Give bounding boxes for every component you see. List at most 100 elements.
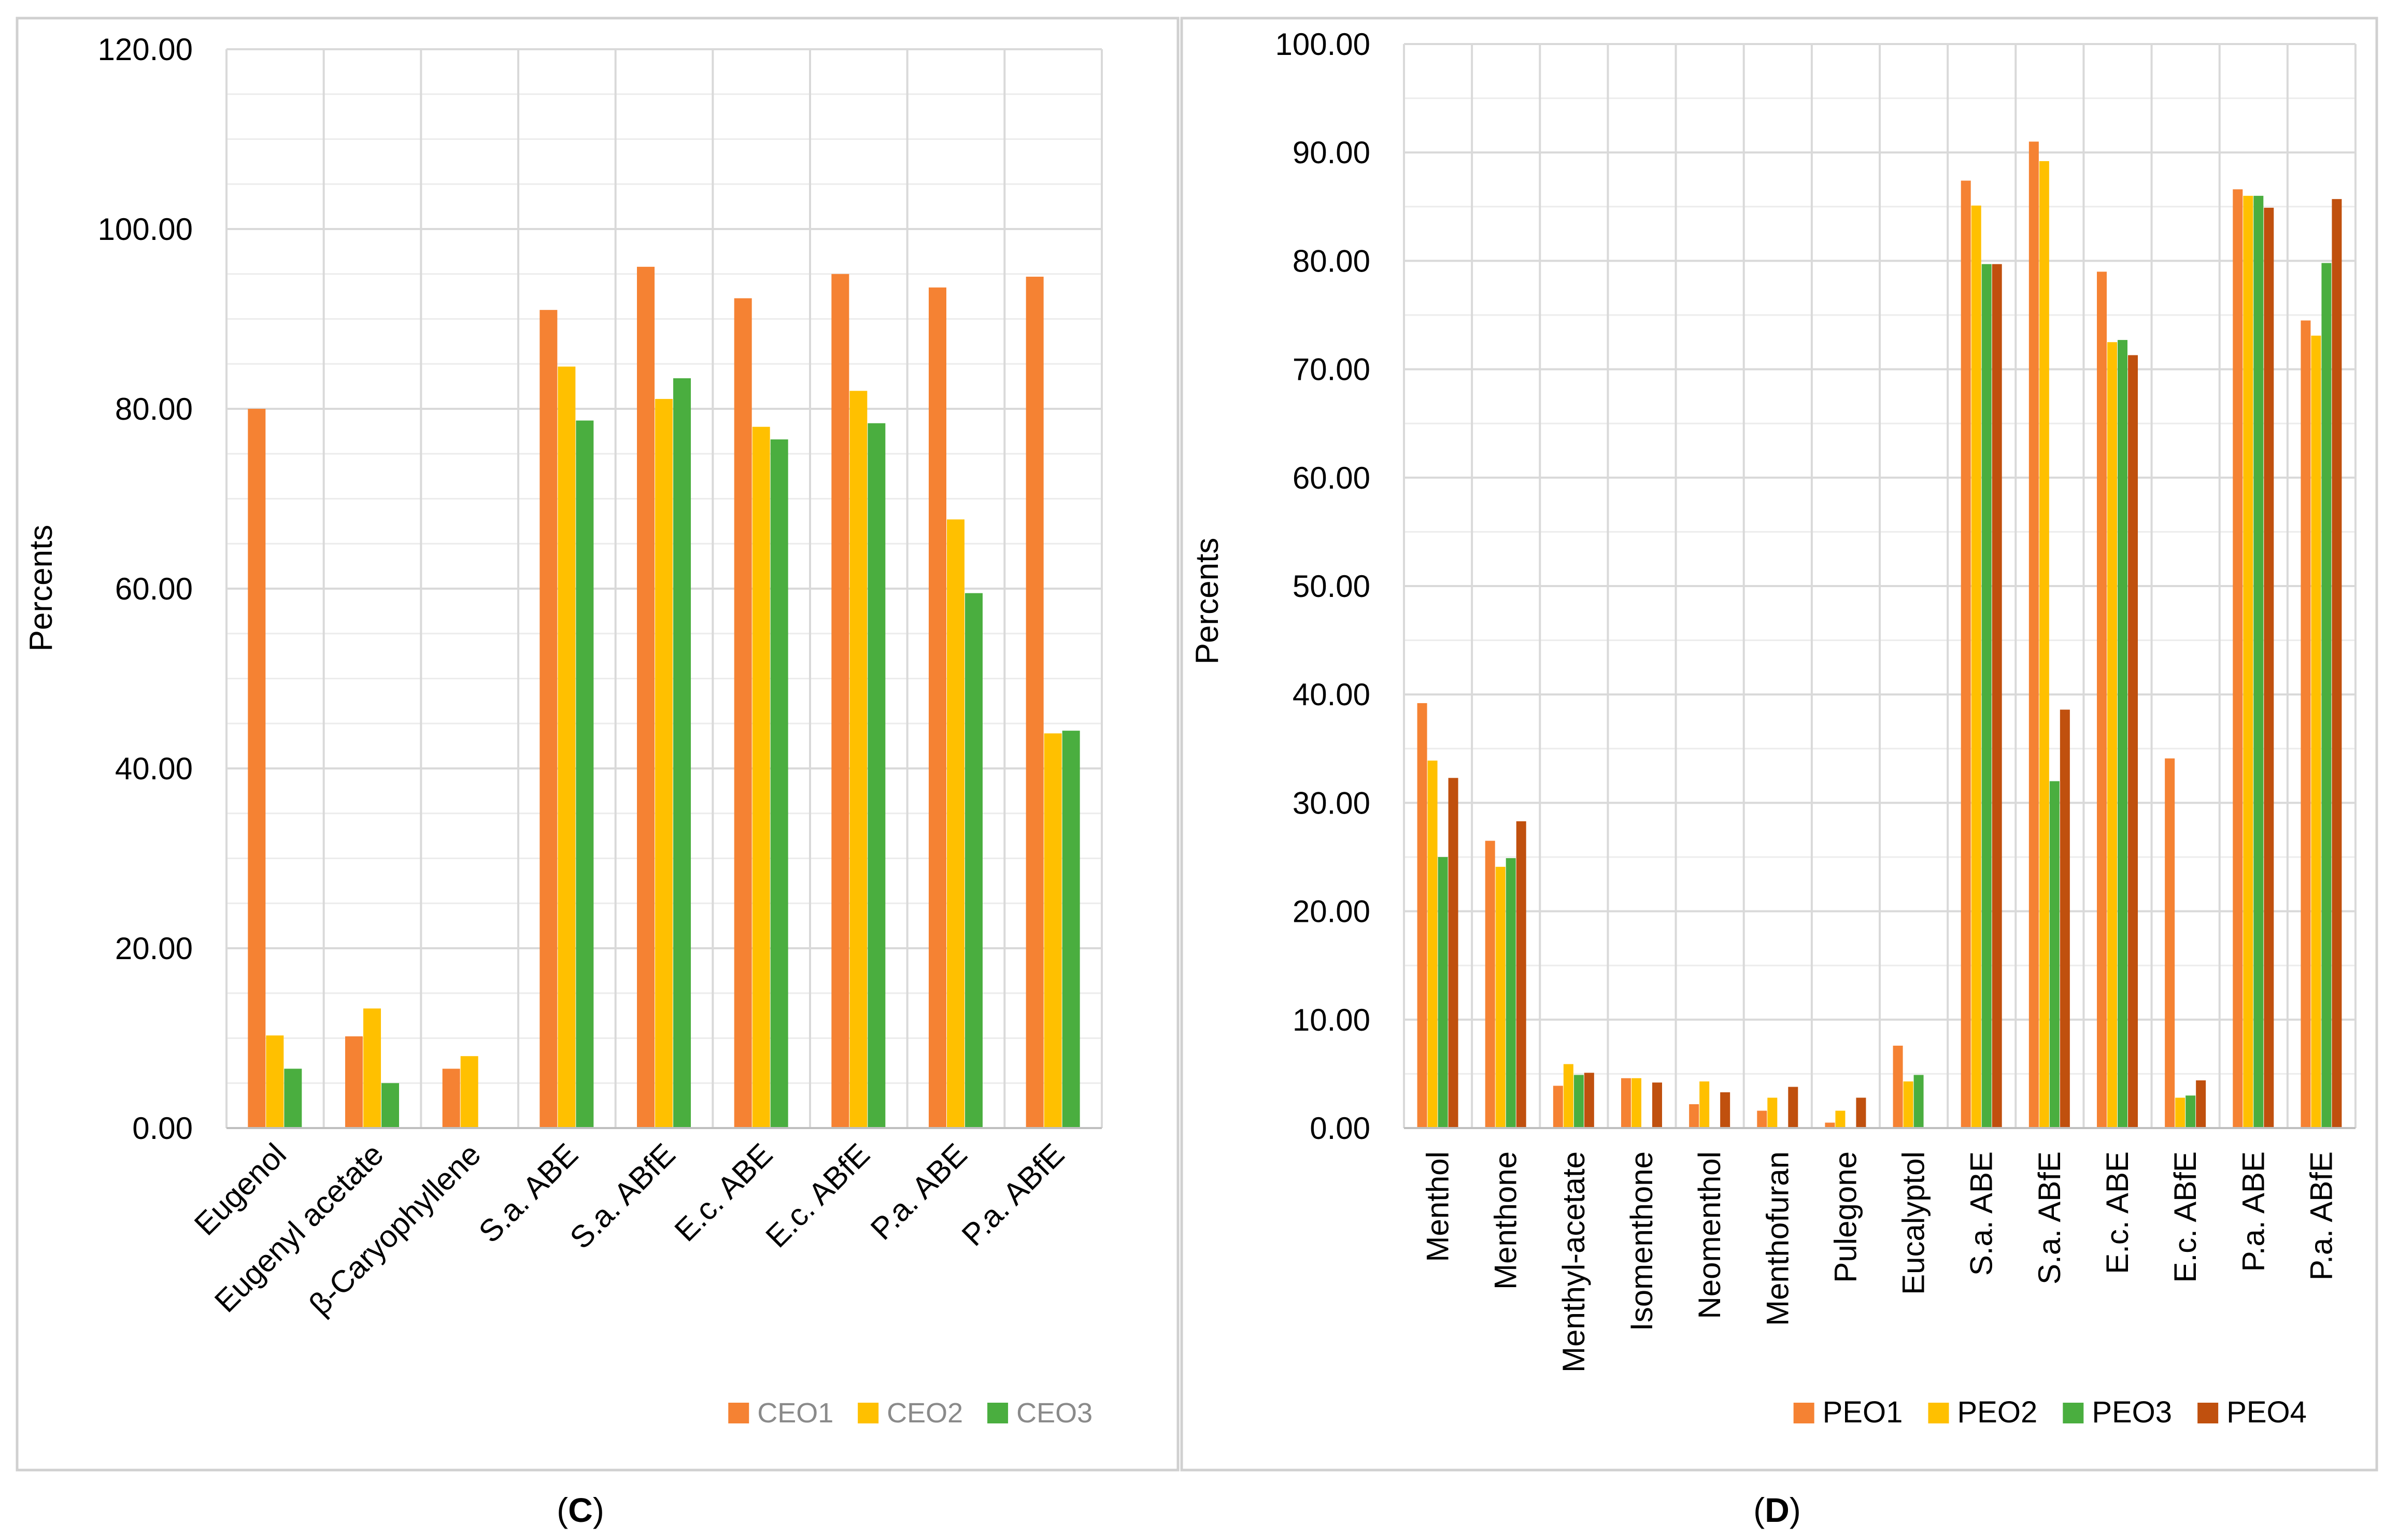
bar-peo1 [1417, 703, 1427, 1128]
bar-ceo2 [947, 519, 964, 1128]
bar-peo2 [2107, 342, 2117, 1128]
x-tick-label: Neomenthol [1692, 1151, 1727, 1319]
bar-peo1 [2097, 272, 2107, 1128]
legend-label: PEO1 [1823, 1395, 1903, 1429]
bar-peo2 [1563, 1064, 1573, 1128]
legend-label: PEO3 [2092, 1395, 2172, 1429]
bar-peo3 [2049, 781, 2060, 1128]
x-tick-label: Menthofuran [1760, 1151, 1795, 1326]
x-tick-label: Menthone [1488, 1151, 1523, 1290]
y-tick-label: 80.00 [115, 392, 193, 426]
bar-ceo2 [655, 398, 673, 1128]
legend-label: PEO4 [2226, 1395, 2307, 1429]
bar-ceo1 [1026, 276, 1044, 1128]
chart-d-gridlines [1403, 43, 2357, 1129]
legend-swatch [2063, 1403, 2084, 1423]
legend-item-ceo2: CEO2 [858, 1398, 963, 1429]
bar-peo1 [1689, 1104, 1699, 1128]
bar-ceo2 [266, 1035, 284, 1128]
bar-peo4 [1992, 264, 2002, 1128]
y-tick-label: 90.00 [1293, 135, 1370, 170]
bar-peo2 [2243, 195, 2253, 1128]
bar-peo4 [2332, 199, 2342, 1128]
legend-item-peo2: PEO2 [1928, 1395, 2037, 1429]
y-tick-label: 0.00 [132, 1111, 193, 1146]
bar-ceo1 [734, 298, 752, 1128]
bar-peo1 [1485, 840, 1495, 1128]
x-tick-label: P.a. ABE [2236, 1151, 2271, 1272]
y-tick-label: 40.00 [115, 751, 193, 786]
bar-ceo3 [770, 439, 788, 1128]
bar-peo3 [1981, 264, 1992, 1128]
bar-ceo2 [460, 1056, 478, 1128]
bar-peo1 [1553, 1086, 1563, 1128]
bar-peo1 [1825, 1122, 1835, 1128]
bar-peo3 [1913, 1075, 1924, 1128]
bar-peo4 [1788, 1087, 1798, 1128]
bar-peo2 [1631, 1078, 1641, 1128]
bar-ceo1 [540, 310, 558, 1128]
bar-peo2 [1427, 760, 1438, 1128]
legend-swatch [987, 1403, 1009, 1423]
bar-peo3 [1573, 1075, 1584, 1128]
legend-swatch [1793, 1403, 1814, 1423]
bar-peo1 [1757, 1110, 1767, 1128]
y-tick-label: 30.00 [1293, 786, 1370, 820]
bar-ceo2 [752, 426, 770, 1129]
x-tick-label: E.c. ABE [2100, 1151, 2135, 1274]
legend-swatch [1928, 1403, 1949, 1423]
legend-item-ceo3: CEO3 [987, 1398, 1092, 1429]
bar-ceo3 [284, 1068, 302, 1128]
bar-peo2 [1971, 205, 1981, 1128]
y-tick-label: 100.00 [1275, 27, 1370, 62]
legend-swatch [728, 1403, 749, 1423]
bar-peo3 [2118, 340, 2127, 1129]
bar-peo1 [1961, 180, 1971, 1128]
bar-peo3 [1506, 858, 1516, 1128]
y-tick-label: 0.00 [1310, 1111, 1370, 1146]
x-tick-label: Pulegone [1828, 1151, 1863, 1283]
y-tick-label: 60.00 [1293, 461, 1370, 495]
bar-peo3 [2253, 195, 2264, 1128]
bar-peo1 [1621, 1078, 1631, 1128]
bar-peo2 [1495, 866, 1506, 1128]
x-tick-label: Eucalyptol [1896, 1151, 1931, 1295]
legend-swatch [2197, 1403, 2219, 1423]
bar-peo2 [2311, 335, 2321, 1128]
bar-peo3 [2321, 263, 2332, 1129]
bar-ceo2 [363, 1008, 381, 1128]
x-tick-label: P.a. ABfE [2304, 1151, 2338, 1280]
bar-peo4 [2196, 1080, 2206, 1128]
bar-peo4 [1584, 1073, 1594, 1128]
bar-ceo1 [345, 1036, 363, 1128]
bar-peo1 [2165, 758, 2175, 1128]
bar-ceo3 [868, 423, 886, 1128]
bar-peo1 [2028, 141, 2039, 1128]
y-tick-label: 120.00 [97, 32, 193, 67]
legend-item-ceo1: CEO1 [728, 1398, 833, 1429]
bar-ceo3 [381, 1083, 399, 1128]
x-tick-label: E.c. ABfE [2168, 1151, 2203, 1282]
y-tick-label: 100.00 [97, 212, 193, 247]
bar-ceo2 [1044, 733, 1062, 1128]
bar-ceo2 [558, 366, 576, 1128]
bar-peo3 [2186, 1095, 2196, 1128]
bar-ceo3 [576, 420, 594, 1129]
bar-peo1 [2233, 189, 2243, 1128]
bar-ceo1 [442, 1068, 460, 1128]
bar-ceo3 [673, 378, 691, 1128]
bar-peo4 [2128, 355, 2138, 1128]
bar-peo2 [1767, 1097, 1778, 1128]
legend-label: CEO1 [757, 1398, 833, 1429]
y-tick-label: 60.00 [115, 572, 193, 606]
chart-d-y-axis-label: Percents [1189, 538, 1225, 665]
bar-peo4 [1448, 778, 1458, 1128]
bar-peo4 [1720, 1092, 1730, 1128]
bar-peo4 [1856, 1097, 1866, 1128]
legend-item-peo4: PEO4 [2197, 1395, 2307, 1429]
chart-c-y-axis-label: Percents [23, 525, 59, 652]
bar-peo4 [2060, 709, 2070, 1128]
y-tick-label: 50.00 [1293, 569, 1370, 604]
y-tick-label: 20.00 [1293, 894, 1370, 929]
